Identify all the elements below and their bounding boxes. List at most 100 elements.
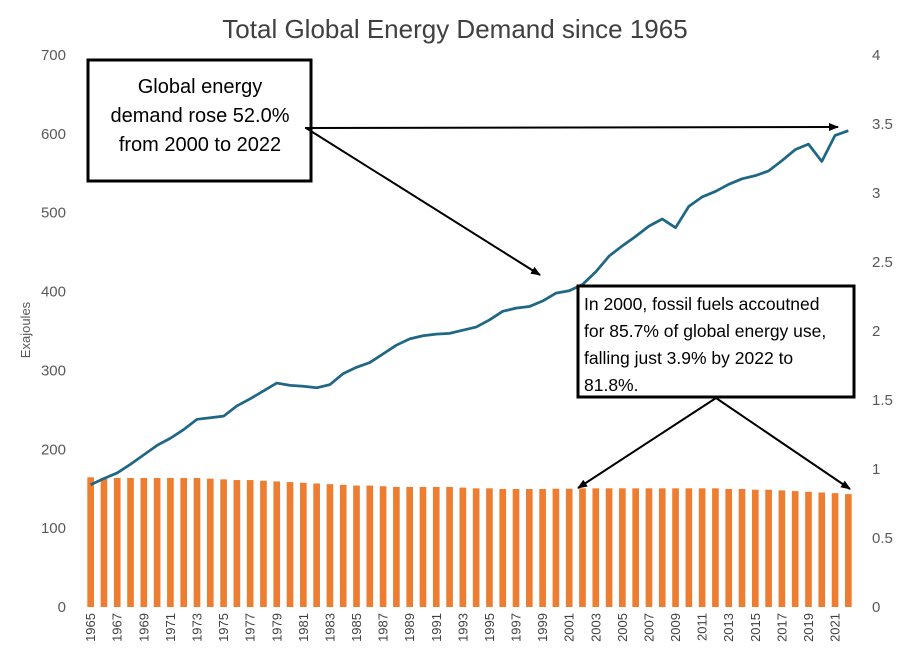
x-tick-label: 2003 bbox=[588, 613, 603, 642]
x-tick-label: 2015 bbox=[748, 613, 763, 642]
bar-1980 bbox=[286, 482, 294, 607]
bar-2016 bbox=[765, 489, 772, 607]
x-tick-label: 1981 bbox=[296, 613, 311, 642]
x-tick-label: 1965 bbox=[83, 613, 98, 642]
bar-2020 bbox=[818, 492, 826, 607]
bar-2001 bbox=[565, 488, 573, 607]
bar-1998 bbox=[525, 489, 533, 607]
bar-series bbox=[87, 477, 852, 607]
bar-1982 bbox=[313, 483, 320, 607]
x-tick-label: 1983 bbox=[322, 613, 337, 642]
bar-1999 bbox=[539, 489, 546, 607]
annotation-fossil-line: 81.8%. bbox=[584, 375, 638, 395]
bar-1975 bbox=[220, 479, 227, 607]
x-tick-label: 1995 bbox=[482, 613, 497, 642]
bar-2013 bbox=[725, 489, 733, 607]
x-tick-label: 1985 bbox=[349, 613, 364, 642]
bar-2019 bbox=[805, 491, 812, 607]
x-tick-label: 2001 bbox=[562, 613, 577, 642]
bar-2007 bbox=[645, 488, 653, 607]
x-tick-label: 2013 bbox=[721, 613, 736, 642]
x-tick-label: 1975 bbox=[216, 613, 231, 642]
bar-2015 bbox=[751, 489, 759, 607]
x-tick-label: 1987 bbox=[376, 613, 391, 642]
annotation-demand-box bbox=[86, 58, 313, 183]
right-tick-label: 0.5 bbox=[872, 530, 893, 547]
right-tick-label: 2.5 bbox=[872, 254, 893, 271]
bar-1992 bbox=[446, 486, 453, 607]
demand-line bbox=[90, 129, 849, 487]
left-axis-ticks: 0 100 200 300 400 500 600 700 bbox=[41, 47, 66, 616]
right-axis-ticks: 0 0.5 1 1.5 2 2.5 3 3.5 4 bbox=[872, 47, 893, 616]
bar-1990 bbox=[419, 486, 427, 607]
bar-1967 bbox=[113, 477, 121, 607]
annotation-demand-line: demand rose 52.0% bbox=[110, 105, 289, 127]
bar-2005 bbox=[619, 488, 626, 607]
bar-2002 bbox=[579, 488, 586, 607]
x-tick-label: 1973 bbox=[189, 613, 204, 642]
chart-title: Total Global Energy Demand since 1965 bbox=[222, 14, 687, 44]
x-tick-label: 2007 bbox=[641, 613, 656, 642]
bar-1991 bbox=[432, 486, 440, 607]
bar-2018 bbox=[791, 491, 799, 607]
line-series bbox=[90, 129, 849, 487]
bar-1973 bbox=[193, 477, 201, 607]
x-tick-label: 1997 bbox=[509, 613, 524, 642]
bar-1983 bbox=[326, 484, 334, 607]
bar-1984 bbox=[339, 484, 347, 607]
right-tick-label: 3.5 bbox=[872, 116, 893, 133]
x-tick-label: 1971 bbox=[163, 613, 178, 642]
x-tick-label: 1967 bbox=[110, 613, 125, 642]
bar-2022 bbox=[845, 494, 852, 607]
x-tick-label: 1977 bbox=[243, 613, 258, 642]
bar-1968 bbox=[127, 477, 134, 607]
x-tick-label: 2017 bbox=[774, 613, 789, 642]
annotation-fossil-line: for 85.7% of global energy use, bbox=[584, 321, 826, 341]
bar-1993 bbox=[459, 487, 467, 607]
bar-1997 bbox=[512, 489, 520, 607]
bar-1979 bbox=[273, 481, 281, 607]
bar-2017 bbox=[778, 490, 786, 607]
x-axis-ticks: 1965 1967 1969 1971 1973 1975 1977 1979 1981 1983… bbox=[83, 613, 842, 642]
bar-1988 bbox=[393, 486, 400, 607]
annotation-fossil: In 2000, fossil fuels accoutned for 85.7… bbox=[576, 284, 856, 399]
right-tick-label: 4 bbox=[872, 47, 880, 64]
annotation-demand-line: Global energy bbox=[138, 76, 263, 98]
annotation-demand: Global energy demand rose 52.0% from 200… bbox=[86, 58, 313, 183]
bar-1971 bbox=[167, 477, 174, 607]
bar-1994 bbox=[472, 488, 480, 607]
left-tick-label: 200 bbox=[41, 441, 66, 458]
bar-1989 bbox=[406, 486, 414, 607]
x-tick-label: 1979 bbox=[269, 613, 284, 642]
bar-2006 bbox=[632, 488, 639, 607]
left-tick-label: 500 bbox=[41, 205, 66, 222]
bar-2003 bbox=[592, 488, 600, 607]
bar-2010 bbox=[685, 488, 693, 607]
bar-1978 bbox=[260, 480, 267, 607]
bar-1981 bbox=[300, 482, 307, 607]
bar-1969 bbox=[140, 477, 148, 607]
arrow-to-2000 bbox=[305, 127, 541, 276]
x-tick-label: 2019 bbox=[801, 613, 816, 642]
left-tick-label: 400 bbox=[41, 284, 66, 301]
left-tick-label: 600 bbox=[41, 126, 66, 143]
annotation-fossil-box bbox=[576, 284, 856, 399]
bar-2021 bbox=[831, 493, 839, 607]
bar-1995 bbox=[486, 488, 493, 607]
bar-1966 bbox=[100, 477, 108, 607]
bar-1965 bbox=[87, 477, 94, 607]
bar-1970 bbox=[153, 477, 161, 607]
x-tick-label: 1999 bbox=[535, 613, 550, 642]
bar-2004 bbox=[605, 488, 613, 607]
right-tick-label: 1 bbox=[872, 461, 880, 478]
arrow-to-2001-bar bbox=[577, 397, 717, 489]
bar-1974 bbox=[206, 478, 214, 607]
annotation-fossil-line: In 2000, fossil fuels accoutned bbox=[584, 294, 819, 314]
x-tick-label: 1969 bbox=[136, 613, 151, 642]
x-tick-label: 2005 bbox=[615, 613, 630, 642]
annotation-fossil-line: falling just 3.9% by 2022 to bbox=[584, 348, 793, 368]
annotation-demand-line: from 2000 to 2022 bbox=[119, 134, 281, 156]
x-tick-label: 2009 bbox=[668, 613, 683, 642]
right-tick-label: 1.5 bbox=[872, 392, 893, 409]
